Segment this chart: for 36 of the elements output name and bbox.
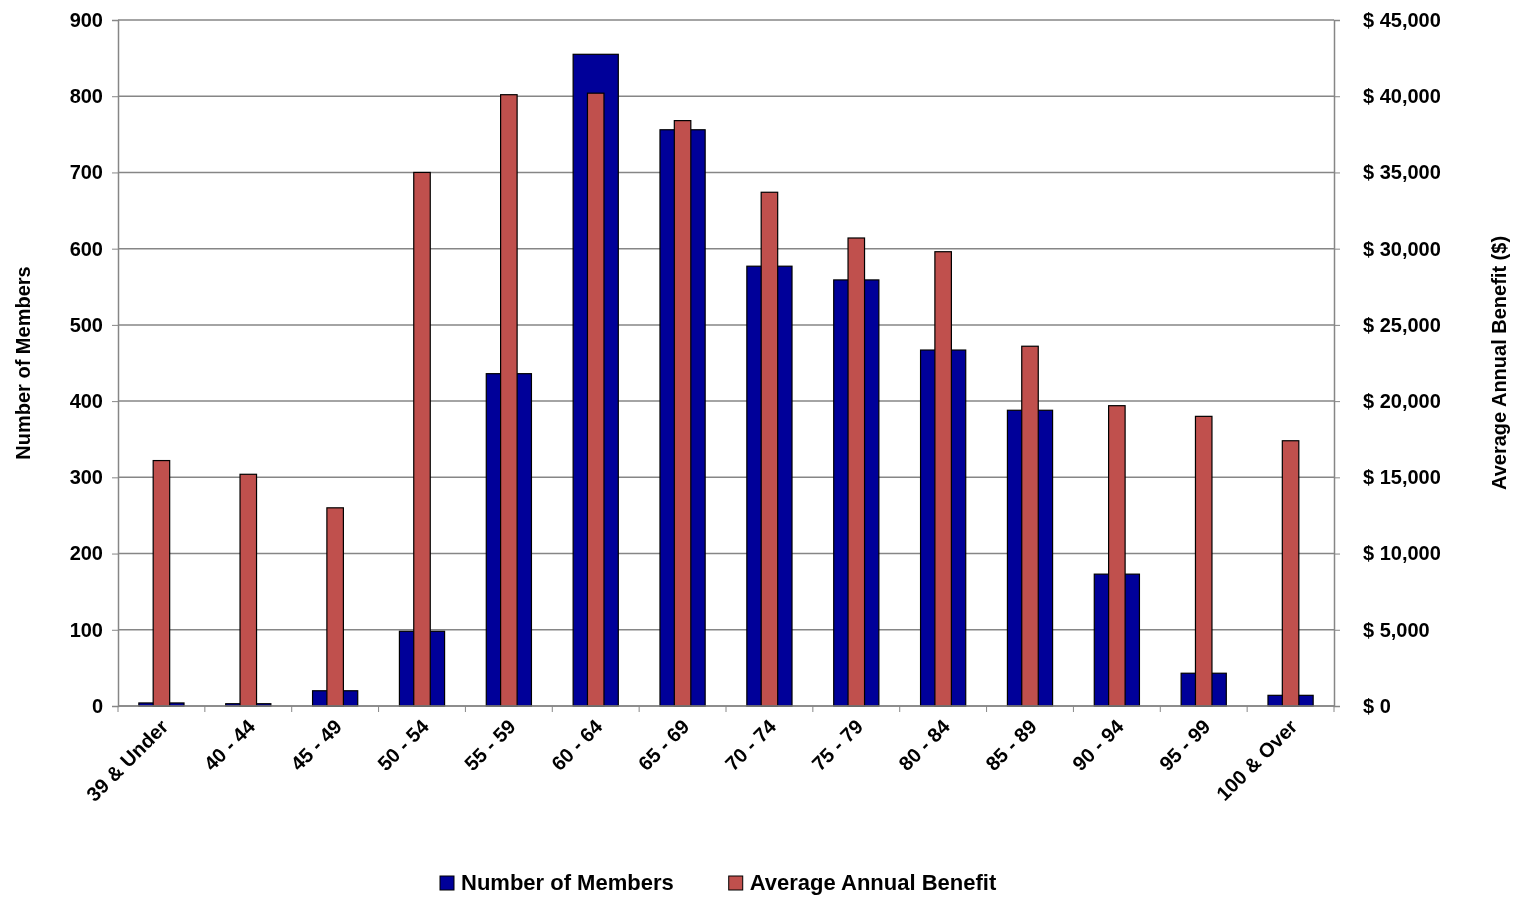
- y-tick-label: 100: [69, 618, 103, 641]
- y2-tick-label: $ 35,000: [1363, 161, 1441, 184]
- x-tick-label: 45 - 49: [286, 715, 346, 775]
- y-tick-label: 900: [69, 8, 103, 31]
- x-tick-label: 55 - 59: [460, 715, 520, 775]
- x-tick-label: 60 - 64: [546, 714, 608, 775]
- y2-tick-label: $ 20,000: [1363, 390, 1441, 413]
- y-tick-label: 400: [69, 390, 103, 413]
- y2-tick-label: $ 15,000: [1363, 466, 1441, 489]
- y2-axis-title: Average Annual Benefit ($): [1488, 235, 1510, 491]
- y-tick-label: 200: [69, 542, 103, 565]
- y2-tick-label: $ 0: [1363, 694, 1391, 717]
- y2-tick-label: $ 45,000: [1363, 8, 1441, 31]
- y2-tick-label: $ 25,000: [1363, 313, 1441, 336]
- x-tick-label: 80 - 84: [894, 714, 955, 775]
- y-tick-label: 600: [69, 237, 103, 260]
- x-tick-label: 40 - 44: [199, 714, 260, 775]
- x-tick-label: 90 - 94: [1068, 714, 1129, 775]
- x-tick-label: 70 - 74: [720, 714, 781, 775]
- y2-tick-label: $ 5,000: [1363, 618, 1430, 641]
- y2-tick-label: $ 40,000: [1363, 85, 1441, 108]
- x-tick-label: 65 - 69: [633, 715, 694, 775]
- y2-tick-label: $ 10,000: [1363, 542, 1441, 565]
- legend-label: Average Annual Benefit: [749, 870, 997, 895]
- y2-tick-label: $ 30,000: [1363, 237, 1441, 260]
- x-tick-label: 50 - 54: [373, 714, 434, 775]
- x-tick-label: 75 - 79: [807, 715, 868, 775]
- y-axis-title: Number of Members: [12, 266, 34, 460]
- legend-label: Number of Members: [461, 870, 674, 895]
- y-tick-label: 300: [69, 466, 103, 489]
- y-tick-label: 700: [69, 161, 103, 184]
- y-tick-label: 500: [69, 313, 103, 336]
- y-tick-label: 0: [91, 694, 103, 717]
- x-tick-label: 95 - 99: [1154, 715, 1215, 775]
- x-tick-label: 85 - 89: [981, 715, 1041, 775]
- y-tick-label: 800: [69, 85, 103, 108]
